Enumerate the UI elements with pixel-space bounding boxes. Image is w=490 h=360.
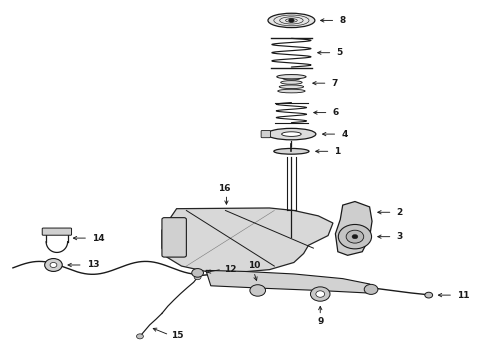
Text: 2: 2	[396, 208, 403, 217]
Circle shape	[289, 18, 294, 22]
Ellipse shape	[277, 75, 306, 79]
Text: 3: 3	[396, 232, 403, 241]
Ellipse shape	[279, 85, 304, 89]
Ellipse shape	[282, 132, 301, 136]
Ellipse shape	[281, 81, 302, 84]
FancyBboxPatch shape	[261, 131, 270, 138]
Text: 14: 14	[92, 234, 105, 243]
Ellipse shape	[268, 13, 315, 28]
Circle shape	[50, 262, 57, 267]
Text: 7: 7	[331, 79, 338, 88]
Circle shape	[338, 225, 371, 249]
Circle shape	[45, 258, 62, 271]
Text: 10: 10	[247, 261, 260, 270]
Polygon shape	[162, 208, 333, 273]
Polygon shape	[335, 202, 372, 255]
Text: 6: 6	[332, 108, 339, 117]
Circle shape	[346, 230, 364, 243]
Text: 15: 15	[171, 332, 183, 341]
Text: 9: 9	[317, 318, 323, 327]
Ellipse shape	[274, 148, 309, 154]
Circle shape	[425, 292, 433, 298]
Circle shape	[194, 275, 201, 280]
Ellipse shape	[267, 129, 316, 140]
Text: 1: 1	[334, 147, 341, 156]
Text: 11: 11	[457, 291, 469, 300]
Text: 13: 13	[87, 261, 99, 270]
Text: 8: 8	[339, 16, 345, 25]
Text: 4: 4	[341, 130, 347, 139]
Text: 16: 16	[218, 184, 231, 193]
Polygon shape	[206, 270, 374, 293]
Ellipse shape	[278, 89, 305, 93]
FancyBboxPatch shape	[162, 218, 186, 257]
FancyBboxPatch shape	[42, 228, 72, 235]
Circle shape	[250, 285, 266, 296]
Circle shape	[316, 291, 325, 297]
Circle shape	[364, 284, 378, 294]
Circle shape	[137, 334, 144, 339]
Circle shape	[352, 234, 358, 239]
Circle shape	[311, 287, 330, 301]
Circle shape	[192, 269, 203, 277]
Ellipse shape	[282, 76, 301, 80]
Text: 5: 5	[336, 48, 343, 57]
Text: 12: 12	[224, 265, 237, 274]
